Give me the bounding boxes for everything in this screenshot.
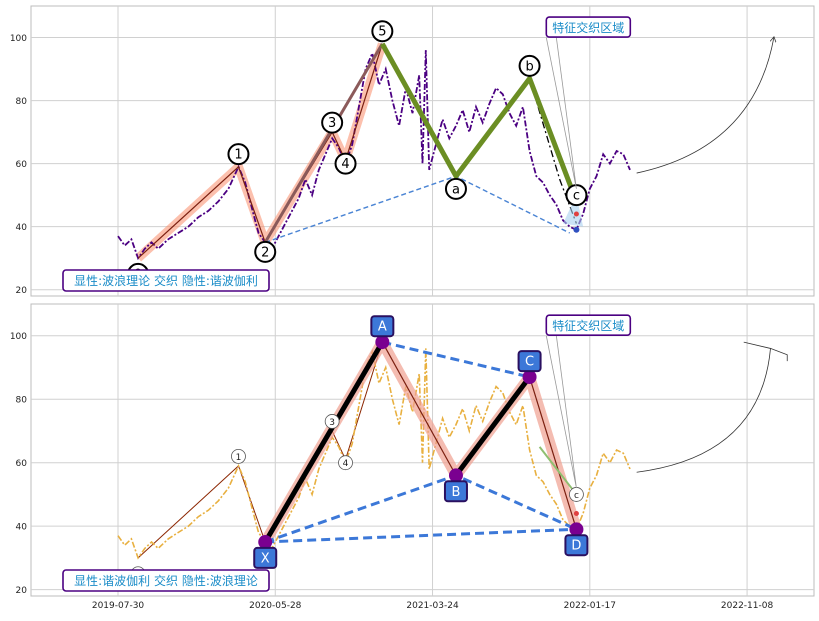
forecast-bracket — [743, 341, 788, 362]
callout-label: 特征交织区域 — [552, 20, 624, 35]
wave-label-circle — [254, 240, 277, 263]
small-label: 4 — [343, 459, 349, 469]
wave-label: 4 — [341, 157, 349, 172]
x-tick-label: 2021-03-24 — [406, 601, 459, 611]
price-line — [117, 50, 631, 261]
y-tick-label: 20 — [16, 586, 28, 596]
x-tick-label: 2019-07-30 — [92, 601, 145, 611]
y-tick-label: 100 — [10, 34, 27, 44]
wave-panel: 20406080100012345abc特征交织区域显性:波浪理论 交织 隐性:… — [10, 5, 815, 297]
wave-label: 2 — [261, 245, 269, 260]
pivot-dot — [522, 370, 537, 384]
wave-label-circle — [321, 111, 344, 134]
forecast-arrow — [636, 38, 774, 174]
callout-box — [545, 314, 632, 337]
pattern-label-box — [253, 546, 278, 569]
small-label: 1 — [236, 453, 242, 463]
pattern-label: C — [525, 355, 534, 370]
small-label-circle — [324, 414, 340, 429]
zone-dot — [573, 510, 579, 516]
ab-leg — [381, 341, 457, 476]
cd-leg — [529, 376, 577, 530]
y-tick-label: 60 — [16, 160, 28, 170]
end-point — [573, 226, 580, 233]
pivot-dot — [375, 335, 390, 350]
legend-box — [62, 269, 270, 292]
pattern-label: X — [261, 551, 270, 566]
bc-leg — [453, 375, 532, 477]
price-line — [117, 348, 631, 560]
trend-line — [263, 43, 384, 244]
wave-label: a — [452, 182, 460, 197]
y-tick-label: 80 — [16, 97, 28, 107]
pattern-label-box — [517, 350, 542, 373]
wave-label: 1 — [234, 148, 242, 163]
dashed-link-line — [265, 527, 577, 544]
y-tick-label: 60 — [16, 459, 28, 469]
pattern-label: A — [378, 320, 387, 335]
legend-box — [62, 569, 270, 592]
legend-label: 显性:波浪理论 交织 隐性:谐波伽利 — [74, 273, 258, 288]
y-tick-label: 80 — [16, 396, 28, 406]
x-tick-label: 2022-11-08 — [721, 601, 774, 611]
callout-pointer — [545, 37, 577, 189]
y-tick-label: 40 — [16, 223, 28, 233]
dashed-link-line — [381, 340, 530, 379]
y-tick-label: 100 — [10, 332, 27, 342]
small-label-circle — [231, 448, 246, 464]
x-tick-label: 2020-05-28 — [249, 601, 302, 611]
small-label: c — [574, 491, 579, 501]
hint-line — [538, 446, 578, 496]
wave-label-circle — [444, 177, 467, 200]
pattern-label-box — [564, 534, 589, 557]
wave-label-circle — [227, 143, 250, 166]
pattern-label-box — [370, 315, 395, 338]
wave-label-circle — [565, 184, 588, 207]
y-tick-label: 20 — [16, 286, 28, 296]
pivot-dot — [448, 468, 463, 483]
wave-label: 5 — [378, 25, 386, 40]
xa-leg — [263, 340, 385, 544]
wave-label-circle — [371, 20, 394, 43]
abc-line — [380, 42, 579, 203]
pattern-label: B — [452, 485, 461, 500]
callout-label: 特征交织区域 — [552, 318, 624, 333]
small-label-circle — [338, 455, 353, 471]
wave-label: c — [573, 189, 580, 204]
wave-label: b — [525, 59, 533, 74]
pattern-label-box — [443, 480, 468, 503]
callout-pointer — [545, 335, 577, 489]
small-label: 3 — [329, 418, 335, 428]
callout-box — [545, 16, 632, 38]
wave-label-circle — [518, 54, 541, 77]
legend-label: 显性:谐波伽利 交织 隐性:波浪理论 — [74, 573, 258, 588]
wave-label: 3 — [328, 116, 336, 131]
zone-dot — [573, 211, 579, 217]
pivot-dot — [569, 522, 584, 537]
x-tick-label: 2022-01-17 — [564, 601, 616, 611]
pivot-dot — [258, 535, 273, 550]
wave-label-circle — [334, 152, 357, 175]
pattern-label: D — [571, 539, 581, 554]
forecast-arrow — [636, 348, 771, 473]
harmonic-panel: 20 40 60 80 100 2019-07-30 2020-05-28 2021-03-2… — [10, 303, 815, 611]
y-tick-label: 40 — [16, 523, 28, 533]
